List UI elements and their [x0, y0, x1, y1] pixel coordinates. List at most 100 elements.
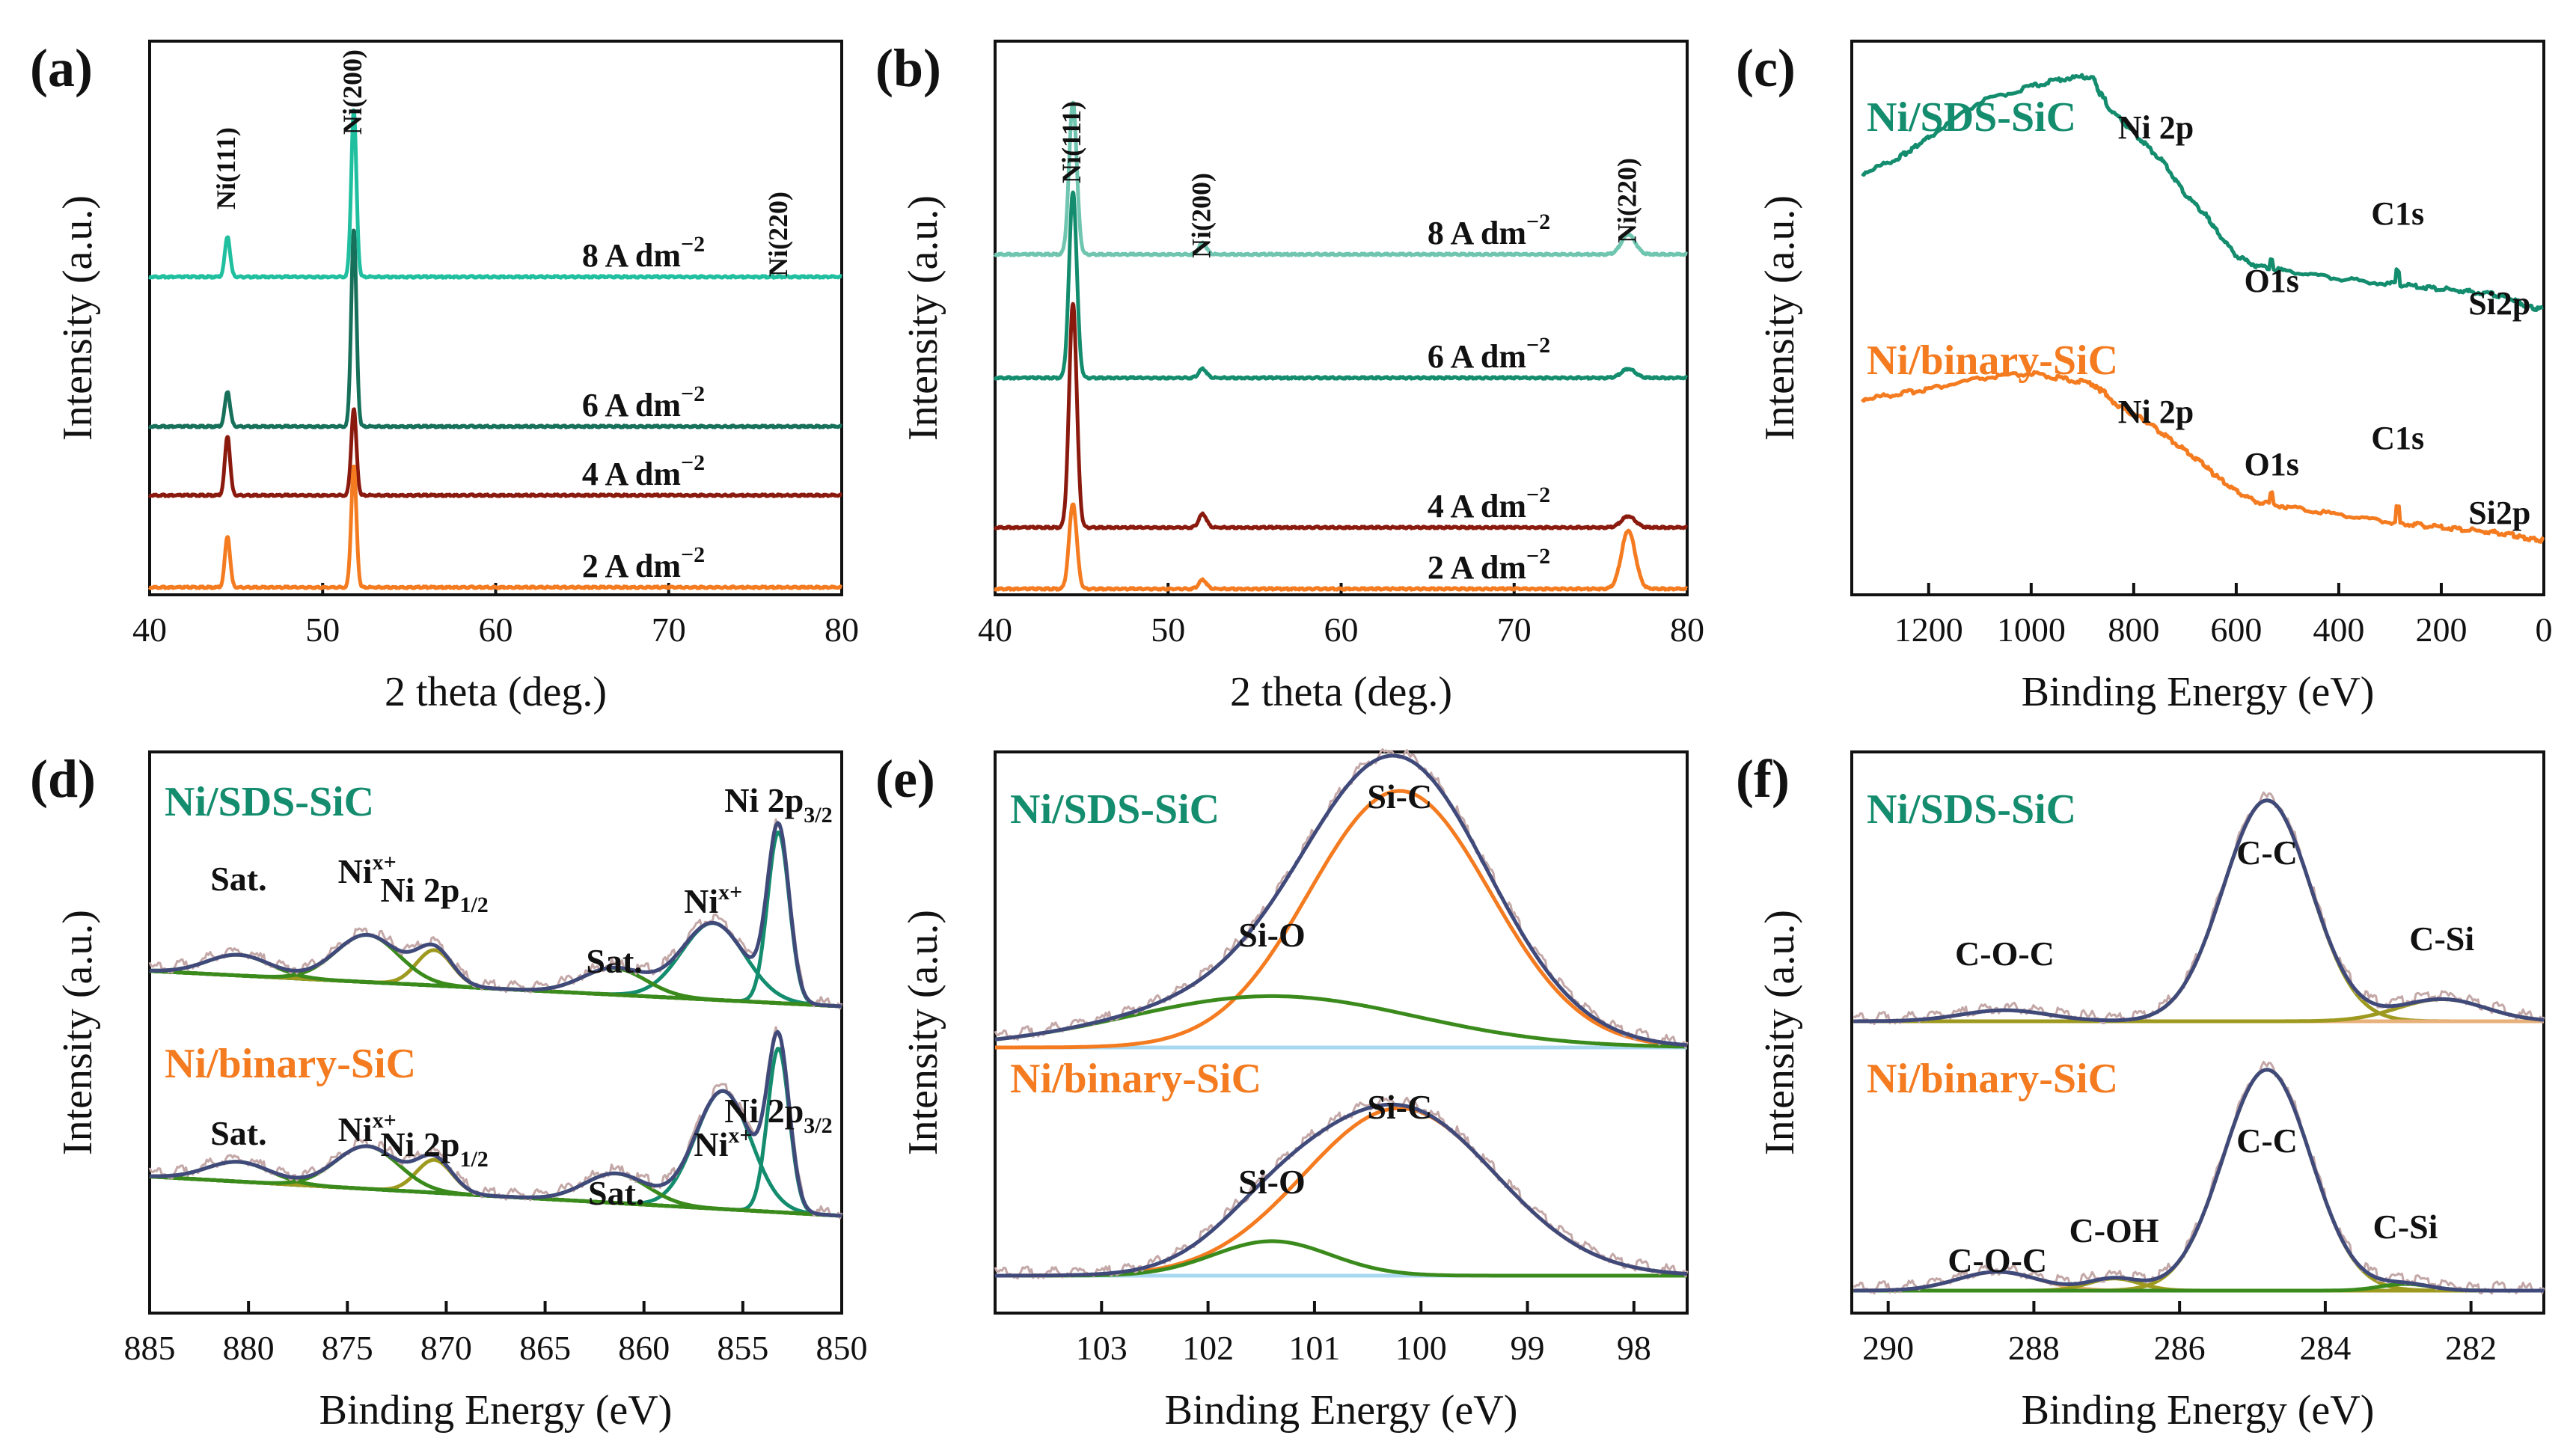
- peak-label-text: C-O-C: [1955, 934, 2055, 973]
- x-tick-label: 288: [2008, 1329, 2060, 1367]
- x-tick-label: 99: [1511, 1329, 1545, 1367]
- x-tick-label: 50: [1151, 611, 1185, 649]
- peak-label-text: C-Si: [2409, 920, 2474, 958]
- peak-label-text: Ni 2p: [724, 781, 804, 819]
- peak-label-text: Ni 2p: [380, 1125, 459, 1163]
- peak-label-text: C-OH: [2069, 1211, 2159, 1249]
- xrd-trace: [147, 465, 843, 590]
- series-label-sup: −2: [1526, 333, 1550, 358]
- peak-label-text: Si-O: [1238, 916, 1305, 954]
- peak-label: Si-O: [1238, 1163, 1305, 1201]
- fit-envelope: [1853, 1068, 2545, 1293]
- peak-label: Sat.: [210, 1114, 266, 1152]
- series-name: Ni/SDS-SiC: [165, 779, 374, 825]
- x-tick-label: 102: [1182, 1329, 1234, 1367]
- x-tick-label: 200: [2415, 611, 2467, 649]
- peak-label-sup: x+: [373, 1108, 397, 1133]
- series-label-text: 8 A dm: [1428, 215, 1526, 251]
- peak-label: Ni 2p1/2: [380, 871, 488, 917]
- peak-label: C-C: [2236, 1122, 2298, 1160]
- peak-label-text: C-Si: [2373, 1208, 2438, 1246]
- peak-label: C-O-C: [1948, 1241, 2047, 1279]
- series-label: 2 A dm−2: [582, 542, 705, 584]
- series-label-sup: −2: [1526, 209, 1550, 234]
- fit-component: [994, 789, 1688, 1050]
- x-tick-label: 98: [1617, 1329, 1651, 1367]
- peak-label-text: Ni: [338, 1110, 373, 1148]
- x-tick-label: 40: [132, 611, 167, 649]
- series-label-text: 2 A dm: [1428, 549, 1526, 586]
- x-axis-label: Binding Energy (eV): [319, 1387, 673, 1434]
- panel-label: (c): [1736, 38, 1796, 98]
- series-label-text: 6 A dm: [582, 387, 681, 423]
- plot-frame: [1850, 40, 2545, 596]
- x-tick-label: 101: [1288, 1329, 1340, 1367]
- x-tick-label: 103: [1076, 1329, 1128, 1367]
- x-tick-label: 60: [479, 611, 513, 649]
- series-label: 6 A dm−2: [1428, 333, 1550, 375]
- series-label: 2 A dm−2: [1428, 544, 1550, 586]
- series-name: Ni/binary-SiC: [165, 1041, 416, 1087]
- series-label-text: 2 A dm: [582, 548, 681, 584]
- peak-label-sup: x+: [373, 850, 397, 875]
- fit-envelope: [149, 821, 842, 1009]
- peak-label-text: Sat.: [210, 860, 266, 898]
- peak-label-text: Sat.: [210, 1114, 266, 1152]
- x-tick-label: 885: [124, 1329, 176, 1367]
- x-tick-label: 70: [652, 611, 686, 649]
- x-axis-label: 2 theta (deg.): [385, 669, 607, 715]
- peak-label: C-Si: [2373, 1208, 2438, 1246]
- peak-label-sup: x+: [718, 880, 742, 905]
- peak-annotation: C1s: [2371, 195, 2424, 232]
- x-axis-label: Binding Energy (eV): [2022, 1387, 2375, 1434]
- peak-label-text: Si-O: [1238, 1163, 1305, 1201]
- xrd-trace: [993, 502, 1689, 592]
- fit-envelope: [994, 1102, 1688, 1278]
- panel-label: (d): [30, 749, 96, 809]
- panel-b: (b) 2 theta (deg.) Intensity (a.u.) 40 50 60 7…: [875, 38, 1704, 715]
- x-tick-label: 860: [618, 1329, 670, 1367]
- peak-label-text: C-O-C: [1948, 1241, 2047, 1279]
- peak-label: Sat.: [588, 1174, 644, 1212]
- panel-label: (b): [875, 38, 941, 98]
- peak-label: Ni 2p1/2: [380, 1125, 488, 1172]
- x-tick-label: 875: [322, 1329, 373, 1367]
- peak-annotation: Ni 2p: [2118, 394, 2194, 430]
- x-axis-label: 2 theta (deg.): [1230, 669, 1452, 715]
- series-name: Ni/SDS-SiC: [1867, 94, 2076, 141]
- peak-label-text: C-C: [2236, 1122, 2298, 1160]
- peak-label-text: Sat.: [588, 1174, 644, 1212]
- peak-label-sub: 3/2: [804, 1113, 832, 1138]
- peak-label: Ni(220): [763, 192, 793, 277]
- series-label-text: 4 A dm: [1428, 488, 1526, 524]
- series-label: 4 A dm−2: [1428, 483, 1550, 524]
- x-tick-label: 40: [978, 611, 1012, 649]
- x-tick-label: 100: [1395, 1329, 1447, 1367]
- x-tick-label: 284: [2299, 1329, 2351, 1367]
- fit-component: [149, 952, 842, 1009]
- peak-label: Nix+: [338, 1108, 397, 1148]
- x-tick-label: 290: [1862, 1329, 1914, 1367]
- raw-data: [148, 818, 843, 1010]
- raw-data: [994, 1095, 1689, 1280]
- peak-label-text: Si-C: [1367, 1088, 1432, 1126]
- y-axis-label: Intensity (a.u.): [55, 910, 101, 1155]
- fit-component: [1853, 798, 2545, 1024]
- panel-e: (e) Binding Energy (eV) Intensity (a.u.) 10…: [875, 748, 1689, 1434]
- peak-label: C-O-C: [1955, 934, 2055, 973]
- fit-component: [149, 830, 842, 1009]
- x-tick-label: 400: [2313, 611, 2364, 649]
- x-tick-label: 286: [2154, 1329, 2206, 1367]
- x-tick-label: 870: [420, 1329, 472, 1367]
- xrd-trace: [147, 407, 843, 498]
- x-tick-label: 80: [824, 611, 859, 649]
- peak-annotation: Ni 2p: [2118, 109, 2194, 146]
- panel-d: (d) Binding Energy (eV) Intensity (a.u.) 88…: [30, 749, 868, 1434]
- peak-label-text: Si-C: [1367, 777, 1432, 816]
- xrd-trace: [993, 302, 1689, 530]
- peak-annotation: C1s: [2371, 420, 2424, 456]
- x-tick-label: 880: [223, 1329, 275, 1367]
- peak-label: Nix+: [694, 1123, 752, 1163]
- series-label-sup: −2: [1526, 483, 1550, 507]
- peak-label: C-Si: [2409, 920, 2474, 958]
